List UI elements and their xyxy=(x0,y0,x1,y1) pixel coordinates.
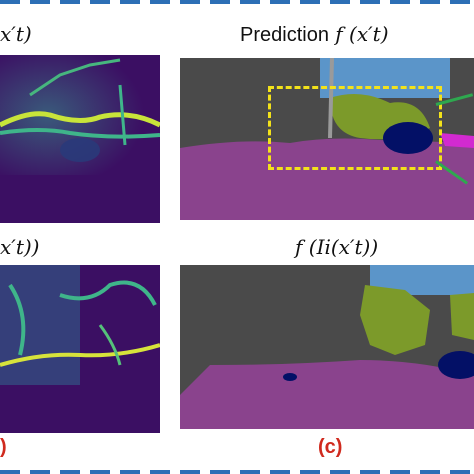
caption-bottom-right: f (Ii(x′t)) xyxy=(295,235,379,259)
segmentation-panel-bottom xyxy=(180,265,474,429)
subfigure-label-c: (c) xyxy=(318,436,343,458)
subfigure-label-left: ) xyxy=(0,436,7,458)
bottom-dashed-border xyxy=(0,470,474,474)
caption-top-right: Prediction f (x′t) xyxy=(240,22,389,46)
heatmap-panel-top xyxy=(0,55,160,223)
segmentation-panel-top xyxy=(180,58,474,220)
caption-bottom-left: x′t)) xyxy=(0,235,40,259)
top-dashed-border xyxy=(0,0,474,4)
highlight-box xyxy=(268,86,442,170)
heatmap-panel-bottom xyxy=(0,265,160,433)
caption-top-left: x′t) xyxy=(0,22,32,46)
